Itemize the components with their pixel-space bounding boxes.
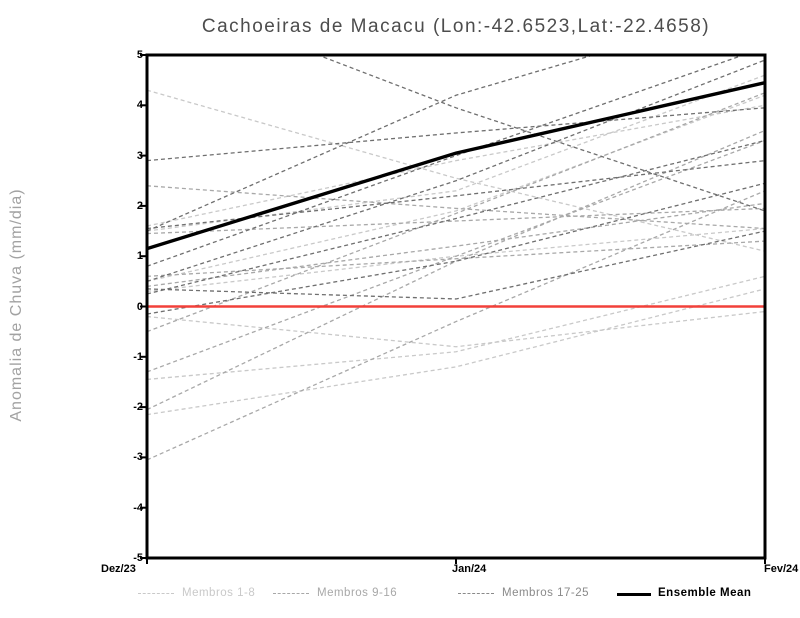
member-line <box>147 139 765 295</box>
x-tick-label-dez23: Dez/23 <box>101 563 136 575</box>
legend-label: Membros 17-25 <box>502 587 590 599</box>
legend-item-membros-9-16: Membros 9-16 <box>273 586 418 602</box>
ensemble-mean-line <box>147 81 765 251</box>
x-tick-label-jan24: Jan/24 <box>452 563 487 575</box>
legend-item-membros-1-8: Membros 1-8 <box>138 586 258 602</box>
member-line <box>147 55 746 267</box>
y-tick-label: -3 <box>133 451 143 464</box>
member-line <box>147 55 596 232</box>
y-tick-label: -2 <box>133 401 143 414</box>
y-tick-label: 0 <box>136 300 143 313</box>
legend-item-membros-17-25: Membros 17-25 <box>458 586 608 602</box>
solid-line-sample-icon <box>617 593 651 596</box>
y-tick-label: 5 <box>136 49 143 61</box>
member-line <box>147 74 765 232</box>
legend-label: Ensemble Mean <box>658 587 752 599</box>
dashed-line-sample-icon <box>458 593 494 594</box>
member-line <box>316 55 765 212</box>
dashed-line-sample-icon <box>273 593 309 594</box>
member-line <box>147 129 765 411</box>
member-line <box>147 159 765 230</box>
member-line <box>147 227 765 293</box>
legend-item-ensemble-mean: Ensemble Mean <box>617 586 757 602</box>
dashed-line-sample-icon <box>138 593 174 594</box>
member-line <box>147 107 765 162</box>
member-line <box>147 310 765 348</box>
member-line <box>147 202 765 288</box>
legend-label: Membros 9-16 <box>317 587 398 599</box>
y-tick-label: 4 <box>136 99 143 112</box>
y-tick-label: -5 <box>133 552 143 564</box>
member-line <box>147 207 765 235</box>
member-line <box>147 59 765 282</box>
legend: Membros 1-8 Membros 9-16 Membros 17-25 E… <box>0 586 800 602</box>
member-line <box>147 92 765 333</box>
member-line <box>147 230 765 300</box>
y-tick-label: 1 <box>136 250 143 263</box>
legend-label: Membros 1-8 <box>182 587 256 599</box>
member-line <box>147 89 765 252</box>
x-tick-label-fev24: Fev/24 <box>764 563 799 575</box>
y-tick-label: 2 <box>136 199 143 212</box>
member-line <box>147 182 765 315</box>
member-line <box>147 275 765 381</box>
member-line <box>147 104 765 227</box>
y-tick-label: -4 <box>133 501 143 514</box>
member-line <box>147 288 765 416</box>
member-line <box>147 94 765 282</box>
chart-title: Cachoeiras de Macacu (Lon:-42.6523,Lat:-… <box>201 16 711 37</box>
y-tick-label: -1 <box>133 350 143 363</box>
y-tick-label: 3 <box>136 149 143 162</box>
member-line <box>147 185 765 230</box>
member-line <box>147 240 765 277</box>
member-line <box>147 139 765 373</box>
member-line <box>147 190 765 461</box>
